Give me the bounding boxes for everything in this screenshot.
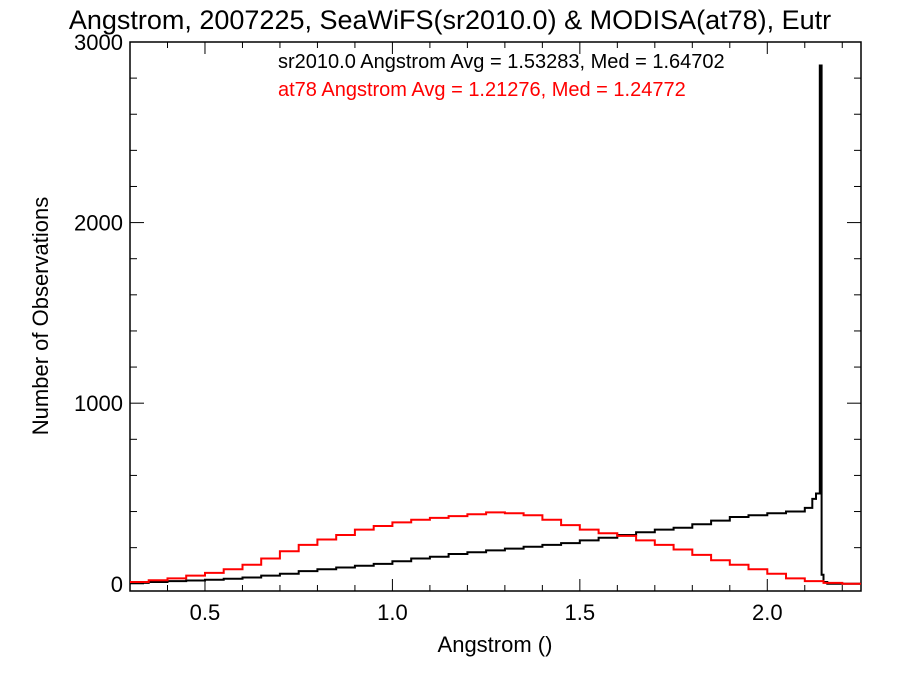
- x-tick-label: 2.0: [752, 600, 783, 625]
- series-layer: [130, 64, 861, 585]
- y-tick-label: 1000: [74, 391, 123, 416]
- axis-ticks: 0.5 1.0 1.5 2.0 0 1000 2000 3000: [74, 30, 861, 625]
- sr2010-stats-annotation: sr2010.0 Angstrom Avg = 1.53283, Med = 1…: [278, 51, 725, 73]
- at78-histogram-series: [130, 511, 861, 585]
- y-axis-label: Number of Observations: [28, 197, 53, 435]
- plot-frame: [129, 41, 862, 592]
- x-tick-label: 1.5: [565, 600, 596, 625]
- y-tick-label: 3000: [74, 30, 123, 55]
- y-tick-label: 2000: [74, 211, 123, 236]
- at78-stats-annotation: at78 Angstrom Avg = 1.21276, Med = 1.247…: [278, 79, 686, 101]
- x-tick-label: 1.0: [377, 600, 408, 625]
- sr2010-histogram-series: [130, 64, 861, 585]
- x-tick-label: 0.5: [190, 600, 221, 625]
- y-tick-label: 0: [111, 572, 123, 597]
- x-axis-label: Angstrom (): [438, 632, 553, 657]
- chart-title: Angstrom, 2007225, SeaWiFS(sr2010.0) & M…: [69, 5, 831, 35]
